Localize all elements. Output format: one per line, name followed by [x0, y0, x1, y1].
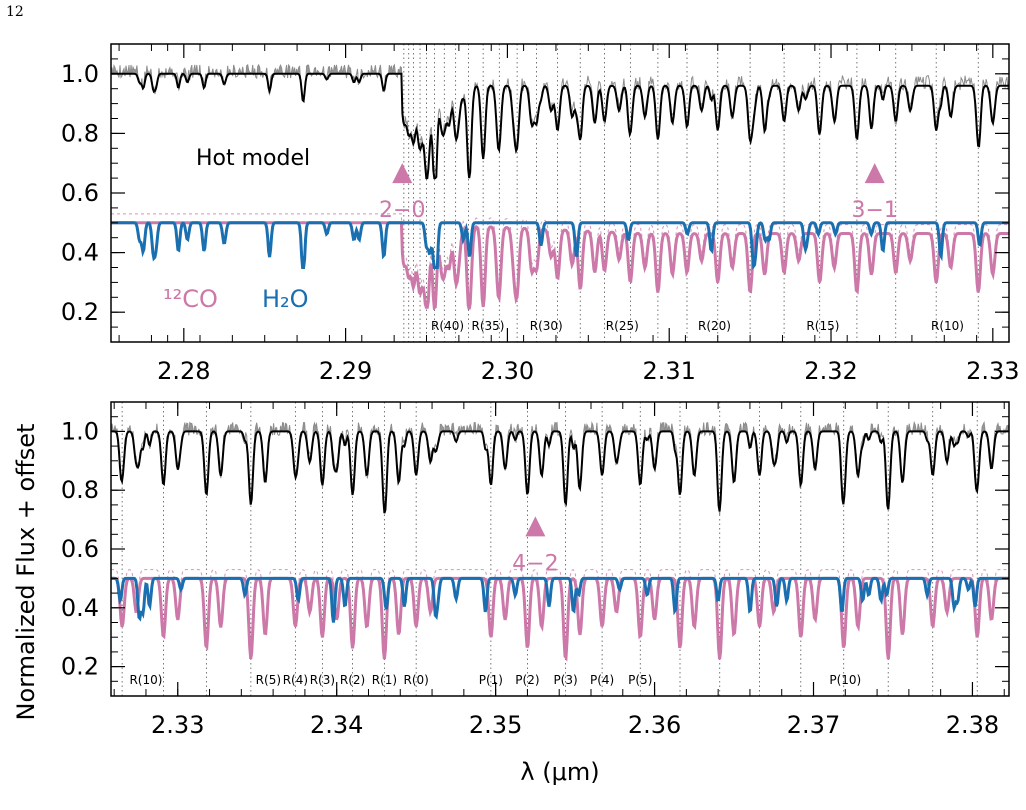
line-id-label: R(1) [372, 673, 397, 687]
top-observed-fill [111, 64, 1009, 74]
y-tick-label: 0.4 [61, 239, 99, 267]
line-id-label: P(2) [515, 673, 539, 687]
x-axis-title: λ (μm) [520, 758, 599, 786]
line-id-label: P(5) [628, 673, 652, 687]
x-tick-label: 2.29 [319, 357, 372, 385]
line-id-label: R(10) [931, 319, 964, 333]
legend-co: ¹²CO [163, 285, 218, 313]
x-tick-label: 2.32 [804, 357, 857, 385]
y-tick-label: 0.2 [61, 653, 99, 681]
x-tick-label: 2.34 [310, 711, 363, 739]
panel-bottom: 2.33 2.34 2.35 2.36 2.37 2.380.20.40.60.81.0 … [61, 401, 1010, 739]
bottom-axis: 2.33 2.34 2.35 2.36 2.37 2.38 0.2 0.4 0.6 0.8 1.0 [61, 402, 1009, 739]
band-marker-triangle [864, 163, 885, 184]
y-tick-label: 0.8 [61, 119, 99, 147]
y-tick-label: 0.6 [61, 179, 99, 207]
line-id-label: R(40) [431, 319, 464, 333]
y-tick-label: 0.2 [61, 298, 99, 326]
y-tick-label: 1.0 [61, 417, 99, 445]
line-id-label: R(10) [129, 673, 162, 687]
line-id-label: R(2) [340, 673, 365, 687]
band-marker-label: 2−0 [379, 198, 425, 223]
bottom-hot-model-spectrum [111, 430, 1009, 514]
x-tick-label: 2.31 [642, 357, 695, 385]
panel-top: 2.28 2.29 2.30 2.31 2.32 2.330.20.40.60.81.0 … [61, 43, 1020, 385]
line-id-label: R(25) [606, 319, 639, 333]
top-band-markers: 2−0 3−1 [379, 163, 898, 223]
bottom-co-spectrum [111, 576, 1009, 662]
x-tick-label: 2.37 [787, 711, 840, 739]
line-id-label: R(15) [806, 319, 839, 333]
band-marker-triangle [392, 163, 413, 184]
bottom-plot-frame [110, 401, 1010, 697]
legend-h2o: H₂O [262, 285, 309, 313]
band-marker-label: 4−2 [512, 551, 558, 576]
line-id-label: R(3) [310, 673, 335, 687]
y-tick-label: 1.0 [61, 60, 99, 88]
page-number: 12 [6, 4, 24, 20]
line-id-label: R(5) [256, 673, 281, 687]
y-tick-label: 0.6 [61, 535, 99, 563]
top-plot-frame [110, 43, 1010, 343]
bottom-band-markers: 4−2 [512, 516, 559, 576]
line-id-label: P(1) [479, 673, 503, 687]
top-axis: 2.28 2.29 2.30 2.31 2.32 2.33 0.2 0.4 0.6 0.8 1.0 [61, 44, 1020, 385]
top-co-spectrum [111, 221, 1009, 311]
line-id-label: P(10) [829, 673, 861, 687]
line-id-label: R(35) [472, 319, 505, 333]
top-h2o-spectrum [111, 221, 1009, 270]
band-marker-triangle [525, 516, 546, 537]
bottom-co-dashed-spectrum [111, 569, 1009, 651]
line-id-label: P(3) [553, 673, 577, 687]
line-id-label: R(4) [283, 673, 308, 687]
x-tick-label: 2.35 [469, 711, 522, 739]
x-tick-label: 2.36 [628, 711, 681, 739]
x-tick-label: 2.38 [946, 711, 999, 739]
x-tick-label: 2.30 [481, 357, 534, 385]
line-id-label: R(20) [698, 319, 731, 333]
y-tick-label: 0.4 [61, 594, 99, 622]
bottom-line-labels: R(10) R(5) R(4) R(3) R(2) R(1) R(0) P(1) P(2) P(3… [129, 673, 861, 687]
top-hot-model-spectrum [111, 72, 1009, 180]
line-id-label: R(0) [403, 673, 428, 687]
top-line-labels: R(40) R(35) R(30) R(25) R(20) R(15) R(10) [431, 319, 964, 333]
x-tick-label: 2.33 [151, 711, 204, 739]
hot-model-label: Hot model [196, 146, 310, 171]
y-tick-label: 0.8 [61, 476, 99, 504]
y-axis-title: Normalized Flux + offset [12, 424, 40, 721]
x-tick-label: 2.28 [157, 357, 210, 385]
bottom-h2o-spectrum [111, 576, 1009, 623]
line-id-label: R(30) [530, 319, 563, 333]
band-marker-label: 3−1 [851, 198, 897, 223]
line-id-label: P(4) [590, 673, 614, 687]
x-tick-label: 2.33 [966, 357, 1019, 385]
